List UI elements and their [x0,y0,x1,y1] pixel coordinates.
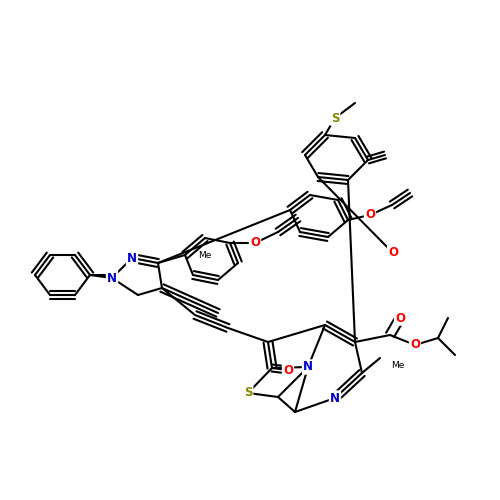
Text: N: N [127,252,137,264]
Text: O: O [410,338,420,351]
Text: O: O [250,236,260,250]
Text: O: O [365,208,375,222]
Text: S: S [244,386,252,400]
Text: O: O [388,246,398,260]
Text: O: O [395,312,405,324]
Text: Me: Me [392,360,404,370]
Text: N: N [303,360,313,374]
Text: N: N [107,272,117,284]
Text: S: S [331,112,339,124]
Text: O: O [283,364,293,376]
Text: N: N [330,392,340,404]
Text: Me: Me [198,250,211,260]
